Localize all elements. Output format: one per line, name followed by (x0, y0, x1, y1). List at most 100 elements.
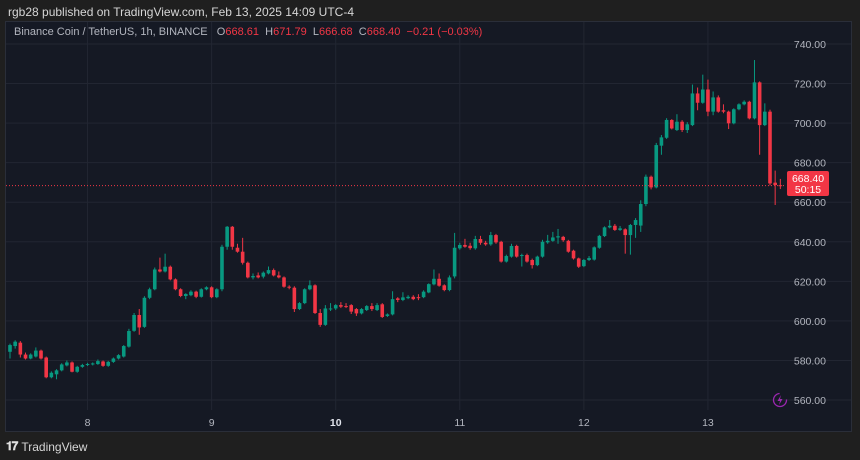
candle (695, 87, 700, 111)
candle (204, 286, 209, 291)
candle (302, 288, 307, 305)
last-price-tag: 668.40 50:15 (787, 171, 829, 196)
price-tick-label: 620.00 (794, 276, 826, 288)
candle-body (726, 111, 731, 124)
candle-body (489, 235, 493, 245)
candle (602, 226, 607, 238)
date-tick-label: 8 (85, 417, 91, 429)
candle-body (65, 362, 69, 366)
candle-body (297, 303, 302, 310)
candle (432, 269, 436, 286)
candle (757, 81, 762, 155)
candle (623, 228, 628, 254)
candle (183, 293, 188, 300)
candle-body (582, 259, 586, 267)
candle-body (742, 101, 746, 105)
candle (209, 286, 214, 299)
candle (763, 103, 767, 127)
candle (318, 309, 322, 327)
candle-body (628, 224, 633, 236)
candle-body (659, 137, 664, 146)
candle-body (318, 313, 322, 325)
candle (390, 291, 395, 316)
candle-body (649, 176, 653, 188)
brand-name[interactable]: TradingView (21, 439, 88, 454)
candle (344, 303, 348, 309)
candle-body (385, 314, 390, 316)
close-value: 668.40 (366, 26, 401, 38)
candle-body (364, 306, 369, 311)
candle-body (282, 277, 286, 287)
candle (364, 305, 369, 312)
candle-body (277, 275, 281, 278)
grid (6, 22, 851, 410)
candle (406, 295, 410, 300)
candle-body (328, 308, 333, 310)
candle-body (654, 145, 659, 188)
candle-body (101, 361, 105, 366)
candle-body (90, 363, 95, 365)
candle (747, 100, 752, 120)
candle (473, 235, 478, 250)
candle-body (602, 227, 607, 237)
candle (297, 302, 302, 311)
high-value: 671.79 (273, 26, 307, 38)
candle (711, 91, 715, 116)
price-tick-label: 640.00 (794, 237, 826, 249)
candle (416, 294, 421, 301)
candle-body (354, 309, 359, 314)
candle (215, 288, 219, 299)
candle-body (700, 89, 705, 103)
candle (121, 345, 126, 358)
candle-body (509, 245, 514, 257)
candle (261, 271, 266, 279)
candle-body (147, 289, 152, 298)
candle-body (732, 109, 736, 124)
candle (168, 265, 173, 281)
candle-body (49, 372, 54, 378)
candle (628, 223, 633, 255)
price-axis[interactable]: 740.00 720.00 700.00 680.00 660.00 640.00 620.… (794, 39, 826, 407)
alert-lightning-icon[interactable] (772, 392, 788, 408)
candle-body (323, 308, 328, 325)
candle-body (752, 82, 757, 119)
open-value: 668.61 (225, 26, 260, 38)
footer: 𝟏𝟕 TradingView (6, 439, 87, 454)
candle-body (266, 270, 271, 274)
candle (39, 349, 43, 360)
candle (706, 79, 710, 117)
candle-body (240, 251, 245, 263)
symbol-name[interactable]: Binance Coin / TetherUS, 1h, BINANCE (14, 26, 208, 38)
candle (566, 239, 571, 253)
high-label: H (265, 26, 274, 38)
candle (59, 363, 64, 372)
candle-body (59, 364, 64, 371)
candle-body (576, 258, 581, 267)
candle-body (695, 93, 700, 103)
candle (235, 243, 240, 253)
price-tick-label: 680.00 (794, 158, 826, 170)
time-axis[interactable]: 8 9 10 11 12 13 (85, 417, 714, 429)
candle-body (23, 354, 28, 359)
candle-body (711, 97, 715, 112)
candle-body (768, 111, 772, 184)
candle-body (566, 240, 571, 252)
candle (411, 295, 416, 301)
candle-body (251, 276, 255, 278)
close-label: C (358, 26, 367, 38)
candle-body (406, 296, 410, 299)
tradingview-logo-icon[interactable]: 𝟏𝟕 (6, 439, 18, 453)
candle-body (525, 255, 529, 262)
candle-body (411, 296, 416, 300)
candle-body (401, 297, 405, 300)
candle-body (494, 235, 498, 243)
candle (457, 242, 462, 250)
candle (732, 108, 736, 125)
candle (54, 369, 59, 380)
candle (654, 142, 659, 189)
candle-body (292, 287, 297, 310)
candle (189, 290, 193, 297)
candle-body (287, 286, 291, 288)
price-tick-label: 560.00 (794, 395, 826, 407)
